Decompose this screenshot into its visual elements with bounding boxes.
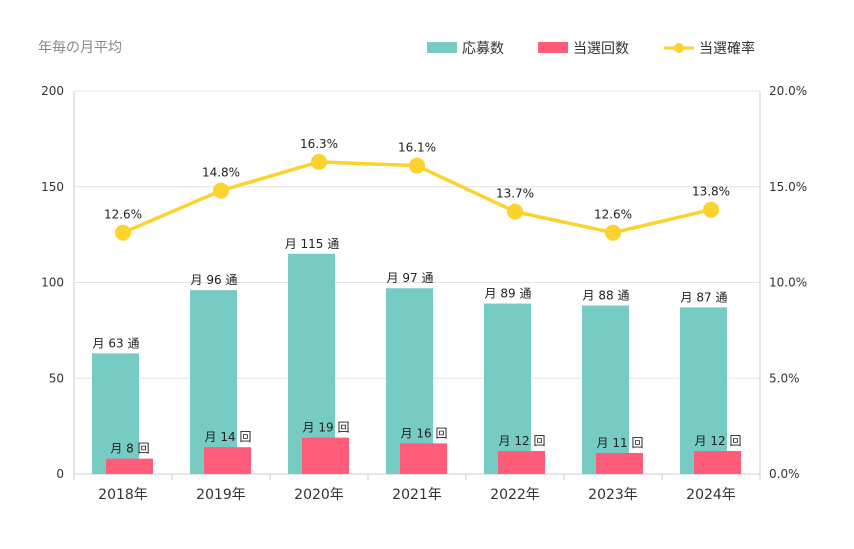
- data-label-applications: 月 97 通: [387, 271, 434, 285]
- point-win-rate: [311, 153, 327, 170]
- bar-applications: [582, 305, 629, 474]
- bar-wins: [694, 451, 741, 474]
- point-win-rate: [605, 224, 621, 241]
- data-label-applications: 月 87 通: [681, 290, 728, 304]
- point-win-rate: [409, 157, 425, 174]
- data-label-win-rate: 13.8%: [692, 185, 730, 199]
- legend-label-wins: 当選回数: [573, 41, 629, 57]
- x-tick-label: 2023年: [588, 487, 638, 503]
- legend-swatch-wins: [538, 42, 568, 53]
- data-label-applications: 月 88 通: [583, 288, 630, 302]
- chart-title: 年毎の月平均: [38, 40, 122, 56]
- data-label-applications: 月 96 通: [191, 273, 238, 287]
- point-win-rate: [213, 182, 229, 199]
- legend-swatch-win-rate-dot: [674, 43, 684, 53]
- y-right-tick-label: 0.0%: [769, 467, 800, 481]
- y-left-tick-label: 150: [41, 180, 64, 194]
- bar-wins: [596, 452, 643, 474]
- bar-applications: [484, 303, 531, 474]
- data-label-wins: 月 19 回: [303, 421, 350, 435]
- data-label-win-rate: 12.6%: [104, 208, 142, 222]
- data-label-wins: 月 11 回: [597, 436, 644, 450]
- point-win-rate: [507, 203, 523, 220]
- y-left-tick-label: 50: [49, 371, 64, 385]
- bar-wins: [106, 458, 153, 474]
- data-label-win-rate: 13.7%: [496, 187, 534, 201]
- legend-swatch-applications: [427, 42, 457, 53]
- data-label-wins: 月 12 回: [695, 434, 742, 448]
- data-label-wins: 月 14 回: [205, 430, 252, 444]
- legend-label-applications: 応募数: [462, 41, 504, 57]
- data-label-wins: 月 12 回: [499, 434, 546, 448]
- bar-applications: [92, 353, 139, 474]
- data-label-win-rate: 16.1%: [398, 141, 436, 155]
- point-win-rate: [115, 224, 131, 241]
- bar-applications: [680, 307, 727, 474]
- legend-label-win-rate: 当選確率: [699, 40, 755, 57]
- x-tick-label: 2018年: [98, 487, 148, 503]
- y-right-tick-label: 10.0%: [769, 276, 807, 290]
- data-label-win-rate: 14.8%: [202, 166, 240, 180]
- data-label-applications: 月 115 通: [285, 237, 340, 251]
- y-right-tick-label: 15.0%: [769, 180, 807, 194]
- data-label-applications: 月 63 通: [93, 336, 140, 350]
- bar-applications: [288, 253, 335, 474]
- y-left-tick-label: 200: [41, 84, 64, 98]
- bar-applications: [190, 290, 237, 474]
- data-label-wins: 月 16 回: [401, 426, 448, 440]
- x-tick-label: 2022年: [490, 487, 540, 503]
- data-label-win-rate: 12.6%: [594, 208, 632, 222]
- point-win-rate: [703, 201, 719, 218]
- bar-wins: [498, 451, 545, 474]
- bar-applications: [386, 288, 433, 474]
- data-label-applications: 月 89 通: [485, 287, 532, 301]
- y-right-tick-label: 20.0%: [769, 84, 807, 98]
- y-left-tick-label: 0: [56, 467, 64, 481]
- bar-wins: [400, 443, 447, 474]
- x-tick-label: 2019年: [196, 487, 246, 503]
- x-tick-label: 2024年: [686, 487, 736, 503]
- x-tick-label: 2020年: [294, 487, 344, 503]
- bar-wins: [204, 447, 251, 474]
- data-label-win-rate: 16.3%: [300, 137, 338, 151]
- bar-wins: [302, 437, 349, 474]
- y-left-tick-label: 100: [41, 276, 64, 290]
- data-label-wins: 月 8 回: [110, 442, 149, 456]
- legend: 応募数 当選回数 当選確率: [427, 40, 755, 57]
- x-tick-label: 2021年: [392, 487, 442, 503]
- y-right-tick-label: 5.0%: [769, 371, 800, 385]
